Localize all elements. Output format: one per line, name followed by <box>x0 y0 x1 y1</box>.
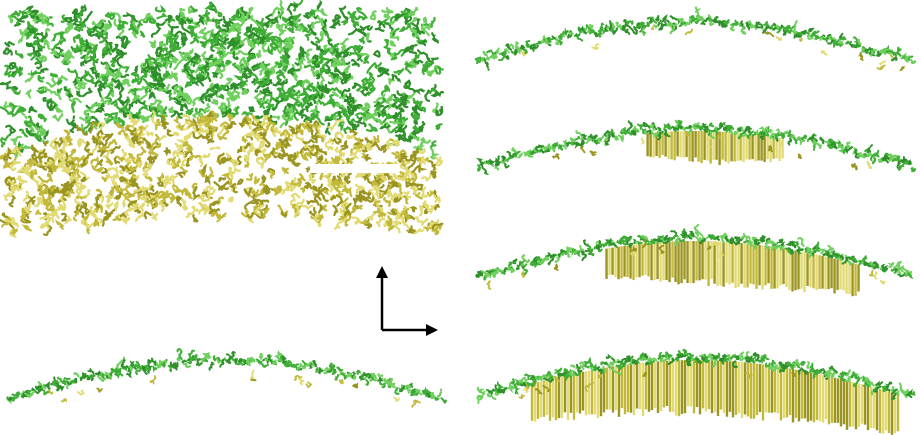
snapshot-1-image <box>474 6 917 72</box>
film-strip <box>476 348 916 404</box>
film-strip <box>475 223 914 290</box>
snapshot-4-image <box>476 348 916 435</box>
axes-indicator <box>370 262 440 340</box>
snapshot-3-panel <box>470 220 921 325</box>
snapshot-bottom-image <box>6 347 448 408</box>
snapshot-4-panel <box>470 335 921 435</box>
green-chain-layer <box>0 0 445 160</box>
bulk-film-panel <box>0 0 450 245</box>
scale-bar <box>310 164 398 173</box>
film-strip <box>474 6 917 72</box>
bulk-film-image <box>0 0 445 238</box>
crystal-lamella <box>605 241 860 297</box>
snapshot-bottom-panel <box>0 340 450 435</box>
snapshot-2-image <box>475 119 916 176</box>
film-strip <box>6 347 448 408</box>
yellow-chain-layer <box>0 110 444 238</box>
crystal-lamella <box>530 360 900 435</box>
snapshot-3-image <box>475 223 914 297</box>
snapshot-1-panel <box>470 0 921 100</box>
film-strip <box>475 119 916 176</box>
snapshot-2-panel <box>470 108 921 208</box>
axes-arrows-icon <box>376 266 438 336</box>
